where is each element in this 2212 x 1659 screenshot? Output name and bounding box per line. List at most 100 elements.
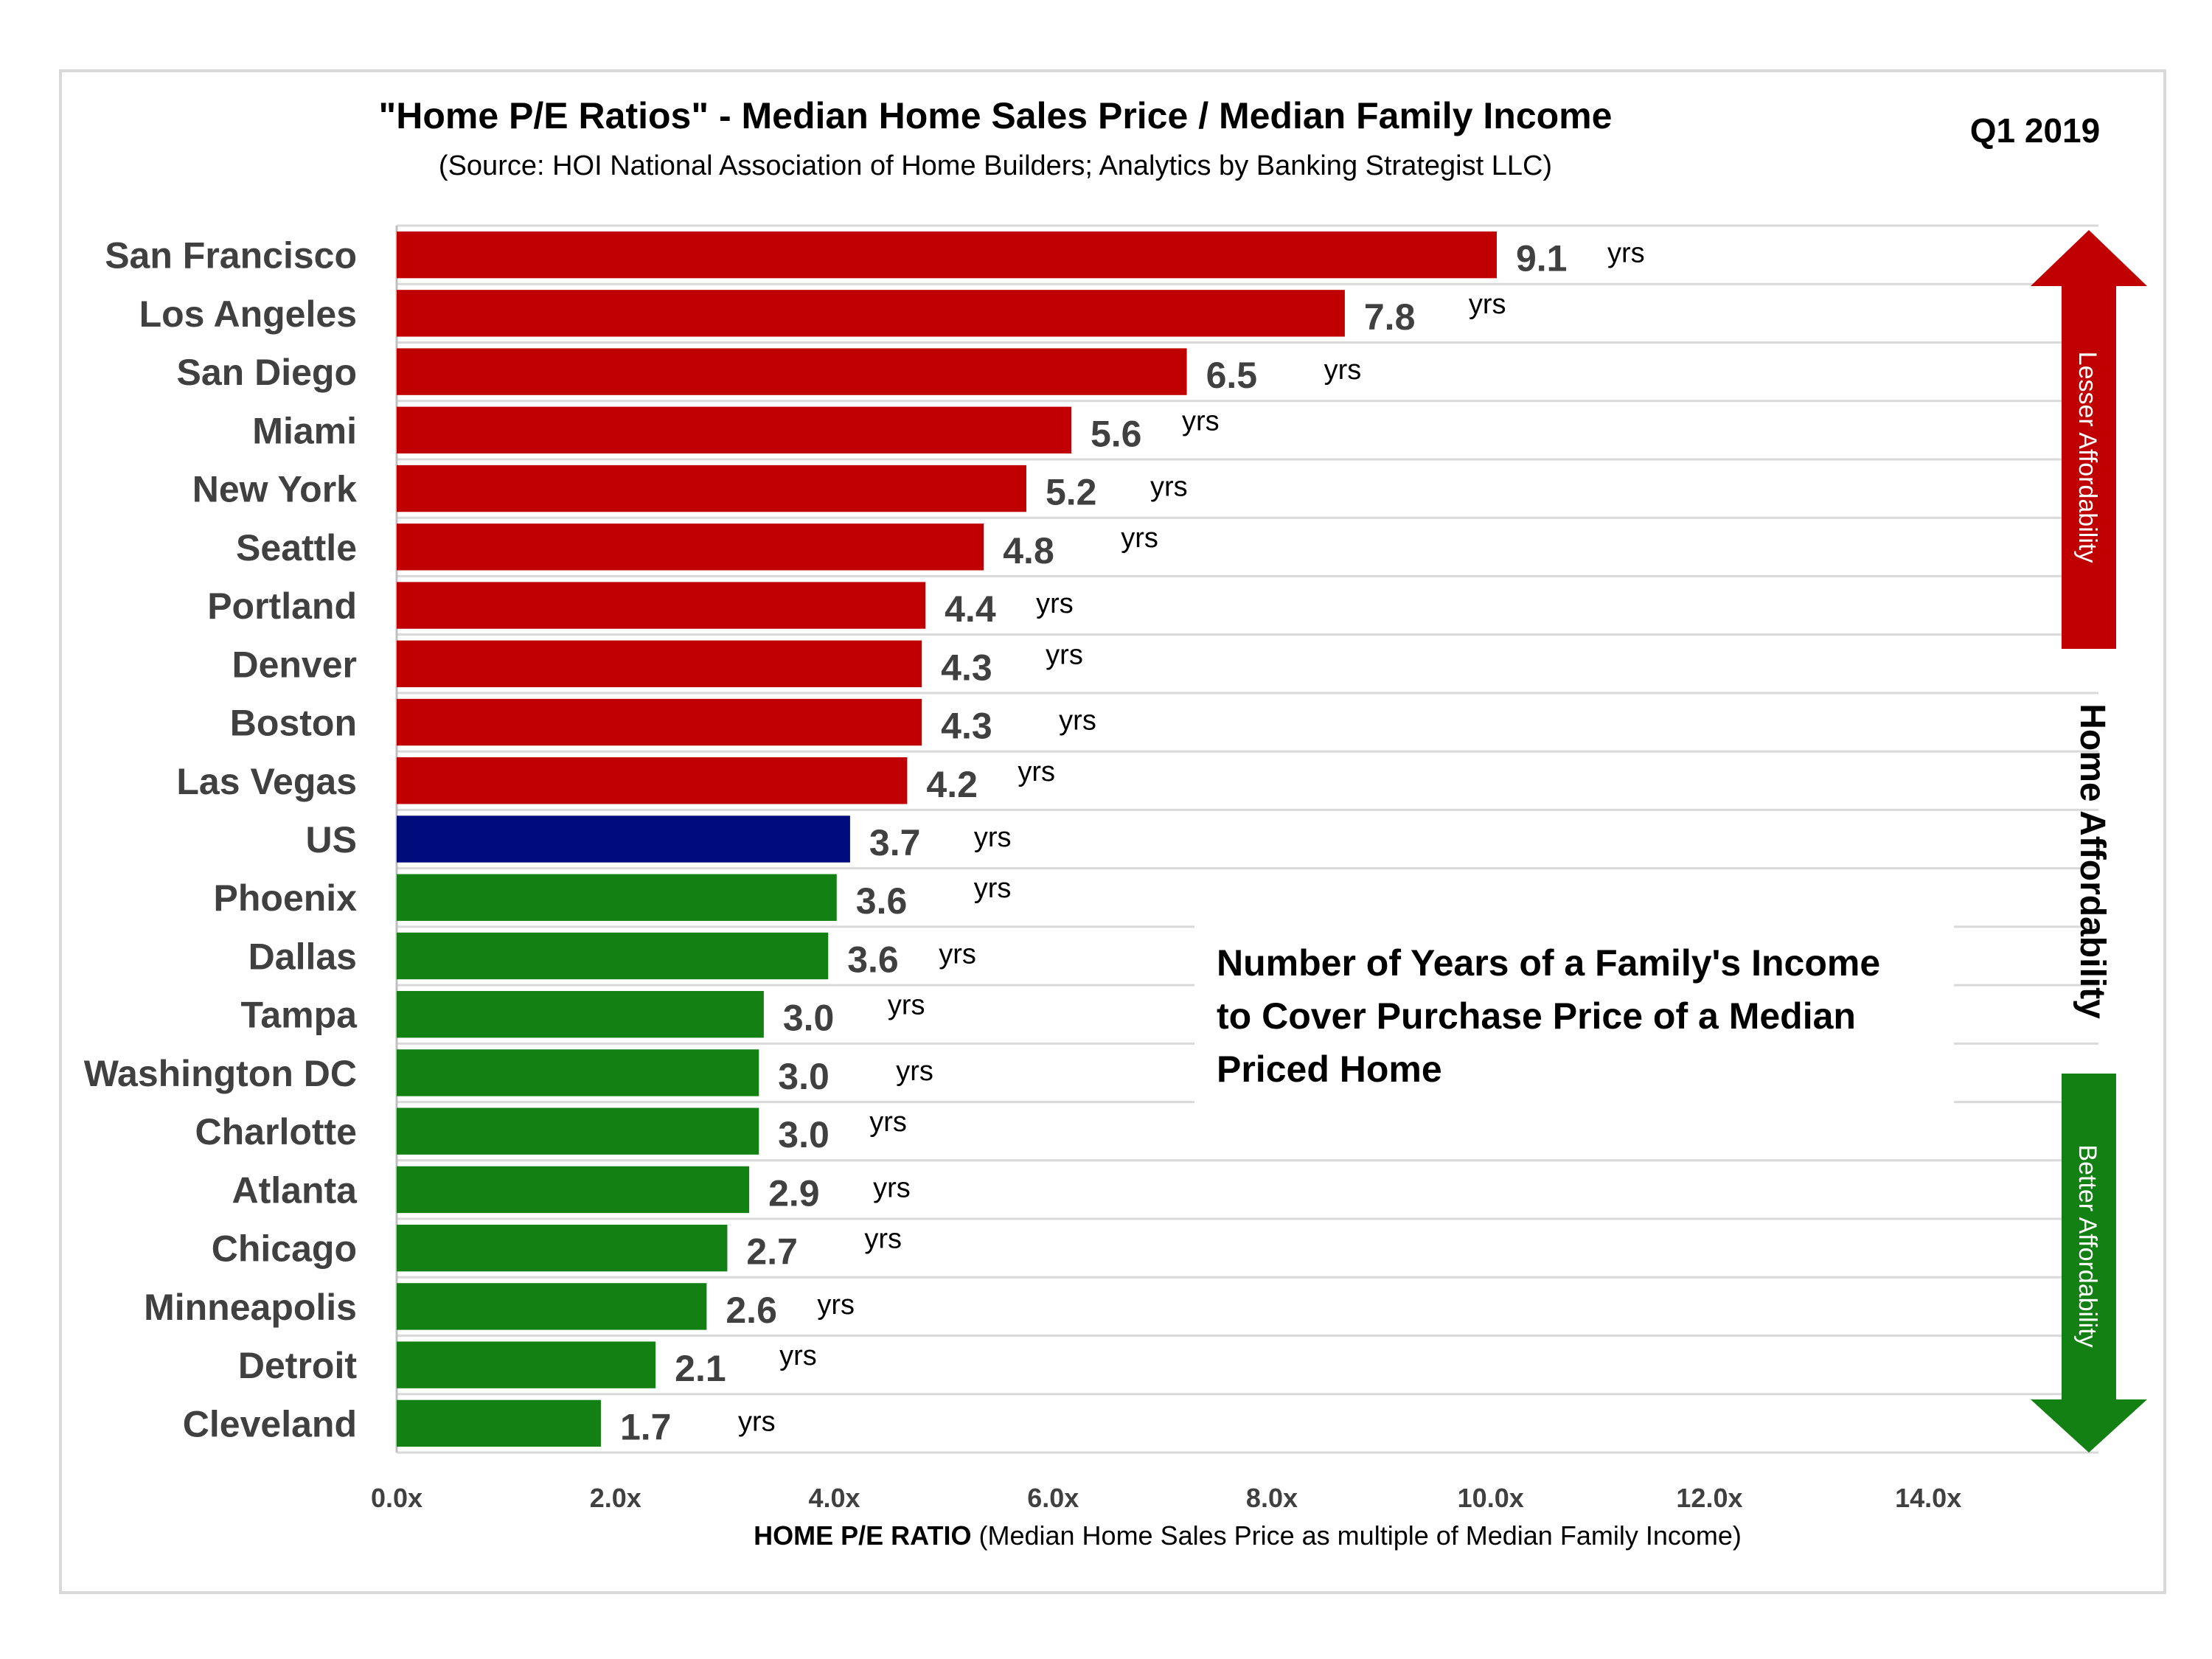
bar [397, 757, 908, 804]
bar [397, 465, 1026, 512]
x-tick-label: 10.0x [1458, 1483, 1524, 1513]
home-affordability-label: Home Affordability [2073, 703, 2112, 1019]
unit-label: yrs [896, 1056, 933, 1087]
category-label: Atlanta [232, 1169, 358, 1211]
category-label: Charlotte [195, 1111, 357, 1152]
category-label: Washington DC [84, 1053, 357, 1094]
bar [397, 991, 764, 1038]
unit-label: yrs [1607, 238, 1645, 269]
value-label: 3.7 [869, 822, 921, 863]
period-label: Q1 2019 [1969, 111, 2101, 150]
value-label: 4.3 [941, 706, 992, 747]
value-label: 9.1 [1516, 238, 1568, 279]
bar [397, 1166, 750, 1214]
bar [397, 1399, 601, 1447]
up-arrow-icon [2031, 230, 2147, 649]
value-label: 5.2 [1046, 472, 1097, 513]
category-label: New York [192, 469, 357, 510]
unit-label: yrs [939, 939, 976, 970]
value-label: 5.6 [1091, 413, 1142, 454]
lesser-affordability-label: Lesser Affordability [2073, 352, 2101, 563]
value-label: 7.8 [1364, 296, 1416, 338]
unit-label: yrs [738, 1406, 776, 1437]
value-label: 2.9 [768, 1172, 820, 1214]
down-arrow-icon [2031, 1074, 2147, 1453]
unit-label: yrs [1018, 757, 1055, 787]
x-tick-label: 0.0x [371, 1483, 422, 1513]
unit-label: yrs [873, 1172, 911, 1203]
category-label: Minneapolis [144, 1287, 357, 1328]
annotation-background [1194, 911, 1954, 1110]
x-axis-label: HOME P/E RATIO (Median Home Sales Price … [397, 1520, 2098, 1551]
bar [397, 582, 926, 629]
x-tick-label: 6.0x [1027, 1483, 1079, 1513]
category-label: Denver [232, 644, 357, 685]
unit-label: yrs [1036, 588, 1074, 619]
value-label: 6.5 [1206, 355, 1258, 396]
x-tick-label: 14.0x [1895, 1483, 1961, 1513]
value-label: 2.6 [726, 1290, 777, 1331]
category-label: Phoenix [214, 877, 358, 919]
unit-label: yrs [1150, 472, 1188, 503]
value-label: 4.4 [945, 588, 996, 630]
annotation-line-1: Number of Years of a Family's Income [1217, 942, 1881, 984]
unit-label: yrs [1046, 639, 1083, 670]
unit-label: yrs [888, 990, 925, 1021]
x-axis-label-bold: HOME P/E RATIO [754, 1520, 972, 1551]
chart-title: "Home P/E Ratios" - Median Home Sales Pr… [378, 95, 1613, 136]
unit-label: yrs [1324, 355, 1362, 386]
category-label: Miami [252, 410, 357, 451]
category-label: Boston [230, 703, 357, 744]
better-affordability-label: Better Affordability [2073, 1144, 2101, 1347]
bar [397, 406, 1071, 454]
unit-label: yrs [779, 1340, 817, 1371]
annotation-line-3: Priced Home [1217, 1048, 1442, 1090]
category-label: Portland [207, 585, 357, 627]
value-label: 2.1 [675, 1348, 726, 1389]
unit-label: yrs [864, 1224, 902, 1255]
x-tick-label: 8.0x [1246, 1483, 1298, 1513]
value-label: 4.2 [926, 764, 978, 805]
unit-label: yrs [974, 822, 1012, 853]
bar [397, 1107, 759, 1155]
category-label: Cleveland [183, 1403, 357, 1444]
bar [397, 231, 1497, 279]
bar [397, 1283, 707, 1330]
category-label: US [306, 819, 357, 860]
bar [397, 874, 837, 921]
category-label: San Diego [177, 352, 357, 393]
unit-label: yrs [817, 1290, 855, 1321]
bar [397, 640, 922, 687]
bar [397, 1224, 728, 1272]
category-label: Tampa [241, 995, 358, 1036]
category-label: Los Angeles [139, 293, 357, 335]
unit-label: yrs [1121, 523, 1158, 554]
unit-label: yrs [1182, 406, 1220, 437]
value-label: 1.7 [620, 1406, 672, 1447]
bar [397, 698, 922, 746]
x-tick-label: 12.0x [1676, 1483, 1742, 1513]
value-label: 3.0 [778, 1114, 830, 1155]
value-label: 2.7 [746, 1231, 798, 1273]
category-label: Detroit [238, 1345, 357, 1386]
bar [397, 1049, 759, 1096]
value-label: 3.0 [783, 998, 835, 1039]
value-label: 3.6 [847, 939, 899, 980]
annotation-line-2: to Cover Purchase Price of a Median [1217, 995, 1856, 1037]
x-tick-label: 4.0x [808, 1483, 860, 1513]
category-label: Seattle [236, 527, 357, 568]
x-axis-label-rest: (Median Home Sales Price as multiple of … [971, 1520, 1742, 1551]
category-label: Las Vegas [176, 761, 357, 802]
unit-label: yrs [974, 873, 1012, 904]
chart-subtitle: (Source: HOI National Association of Hom… [438, 150, 1553, 181]
bar [397, 290, 1345, 337]
unit-label: yrs [869, 1107, 907, 1138]
category-label: Chicago [212, 1228, 357, 1270]
unit-label: yrs [1059, 706, 1096, 737]
bar [397, 524, 984, 571]
chart-annotation: Number of Years of a Family's Income to … [1217, 936, 1954, 1096]
bar [397, 932, 829, 980]
value-label: 4.8 [1003, 530, 1054, 571]
value-label: 3.6 [856, 880, 908, 922]
